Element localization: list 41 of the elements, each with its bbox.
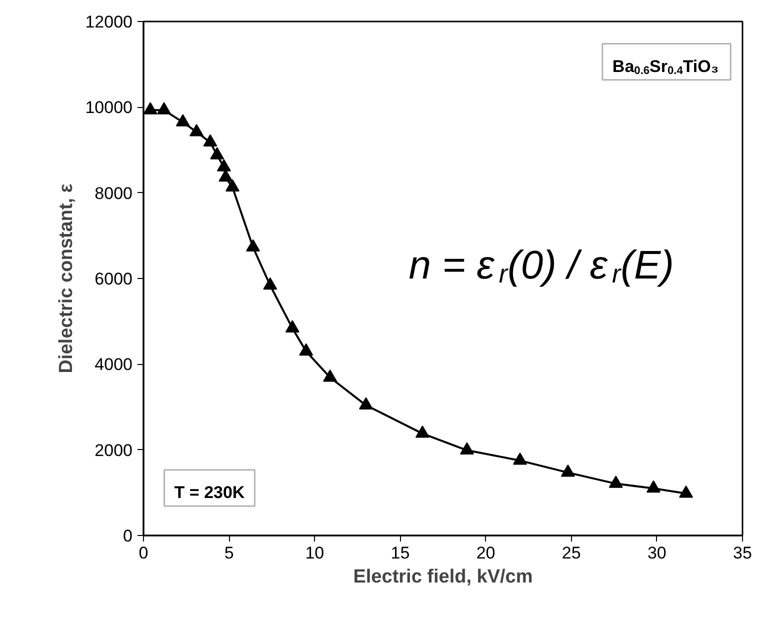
point — [203, 134, 218, 147]
y-axis-title: Dielectric constant, ε — [56, 184, 78, 374]
point — [679, 486, 694, 498]
point — [157, 102, 172, 114]
point — [225, 179, 240, 192]
point — [358, 397, 373, 410]
point — [263, 277, 278, 290]
point — [216, 159, 231, 172]
point — [210, 147, 224, 160]
y-tick-label: 10000 — [85, 98, 133, 118]
point — [190, 124, 204, 136]
point — [608, 476, 623, 488]
y-tick-label: 2000 — [94, 440, 133, 460]
point — [460, 442, 474, 455]
point — [144, 102, 158, 114]
y-tick-label: 6000 — [94, 270, 133, 288]
point — [246, 239, 260, 252]
point — [646, 480, 661, 493]
point — [218, 169, 233, 182]
x-tick-label: 30 — [647, 544, 666, 562]
point — [323, 369, 338, 382]
point — [415, 426, 430, 438]
point — [285, 320, 300, 332]
annotation: T = 230K — [174, 483, 246, 502]
x-tick-label: 5 — [224, 544, 234, 562]
y-tick-label: 12000 — [85, 12, 133, 32]
annotation: n = εr(0) / εr(E) — [408, 244, 674, 289]
point — [560, 464, 575, 477]
point — [176, 114, 190, 126]
x-tick-label: 15 — [390, 544, 410, 562]
x-axis-title: Electric field, kV/cm — [353, 566, 533, 588]
point — [513, 452, 528, 465]
x-tick-label: 35 — [733, 544, 752, 562]
x-tick-label: 20 — [476, 544, 496, 562]
x-tick-label: 0 — [138, 544, 148, 562]
x-tick-label: 25 — [562, 544, 581, 562]
y-tick-label: 4000 — [94, 355, 133, 374]
x-tick-label: 10 — [305, 544, 324, 562]
y-tick-label: 0 — [123, 526, 133, 546]
y-tick-label: 8000 — [94, 184, 133, 203]
point — [299, 343, 314, 356]
